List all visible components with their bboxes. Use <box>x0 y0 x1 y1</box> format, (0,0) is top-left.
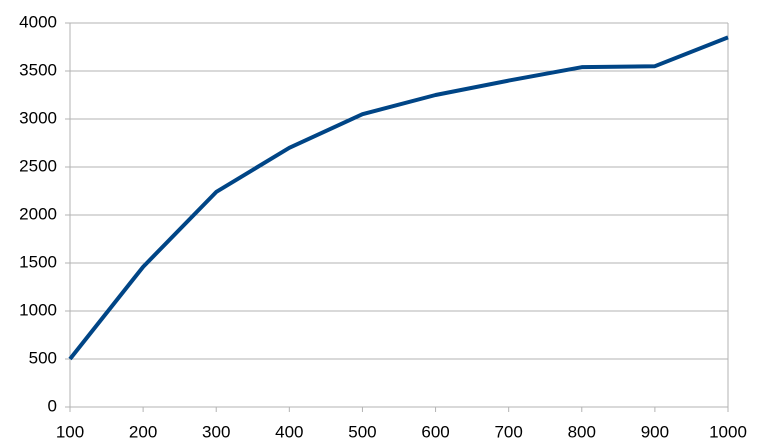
x-tick-label: 100 <box>56 422 84 441</box>
y-tick-label: 0 <box>48 396 57 415</box>
x-tick-label: 700 <box>494 422 522 441</box>
y-tick-label: 1000 <box>19 300 57 319</box>
x-tick-label: 500 <box>348 422 376 441</box>
x-tick-label: 1000 <box>709 422 747 441</box>
x-tick-label: 200 <box>129 422 157 441</box>
x-tick-label: 800 <box>568 422 596 441</box>
y-tick-label: 3500 <box>19 60 57 79</box>
y-tick-label: 2000 <box>19 204 57 223</box>
x-tick-label: 600 <box>421 422 449 441</box>
y-tick-label: 2500 <box>19 156 57 175</box>
y-tick-label: 3000 <box>19 108 57 127</box>
x-tick-label: 300 <box>202 422 230 441</box>
y-tick-label: 500 <box>29 348 57 367</box>
data-line <box>68 35 729 361</box>
x-tick-label: 900 <box>641 422 669 441</box>
y-tick-label: 1500 <box>19 252 57 271</box>
y-tick-label: 4000 <box>19 12 57 31</box>
x-tick-label: 400 <box>275 422 303 441</box>
